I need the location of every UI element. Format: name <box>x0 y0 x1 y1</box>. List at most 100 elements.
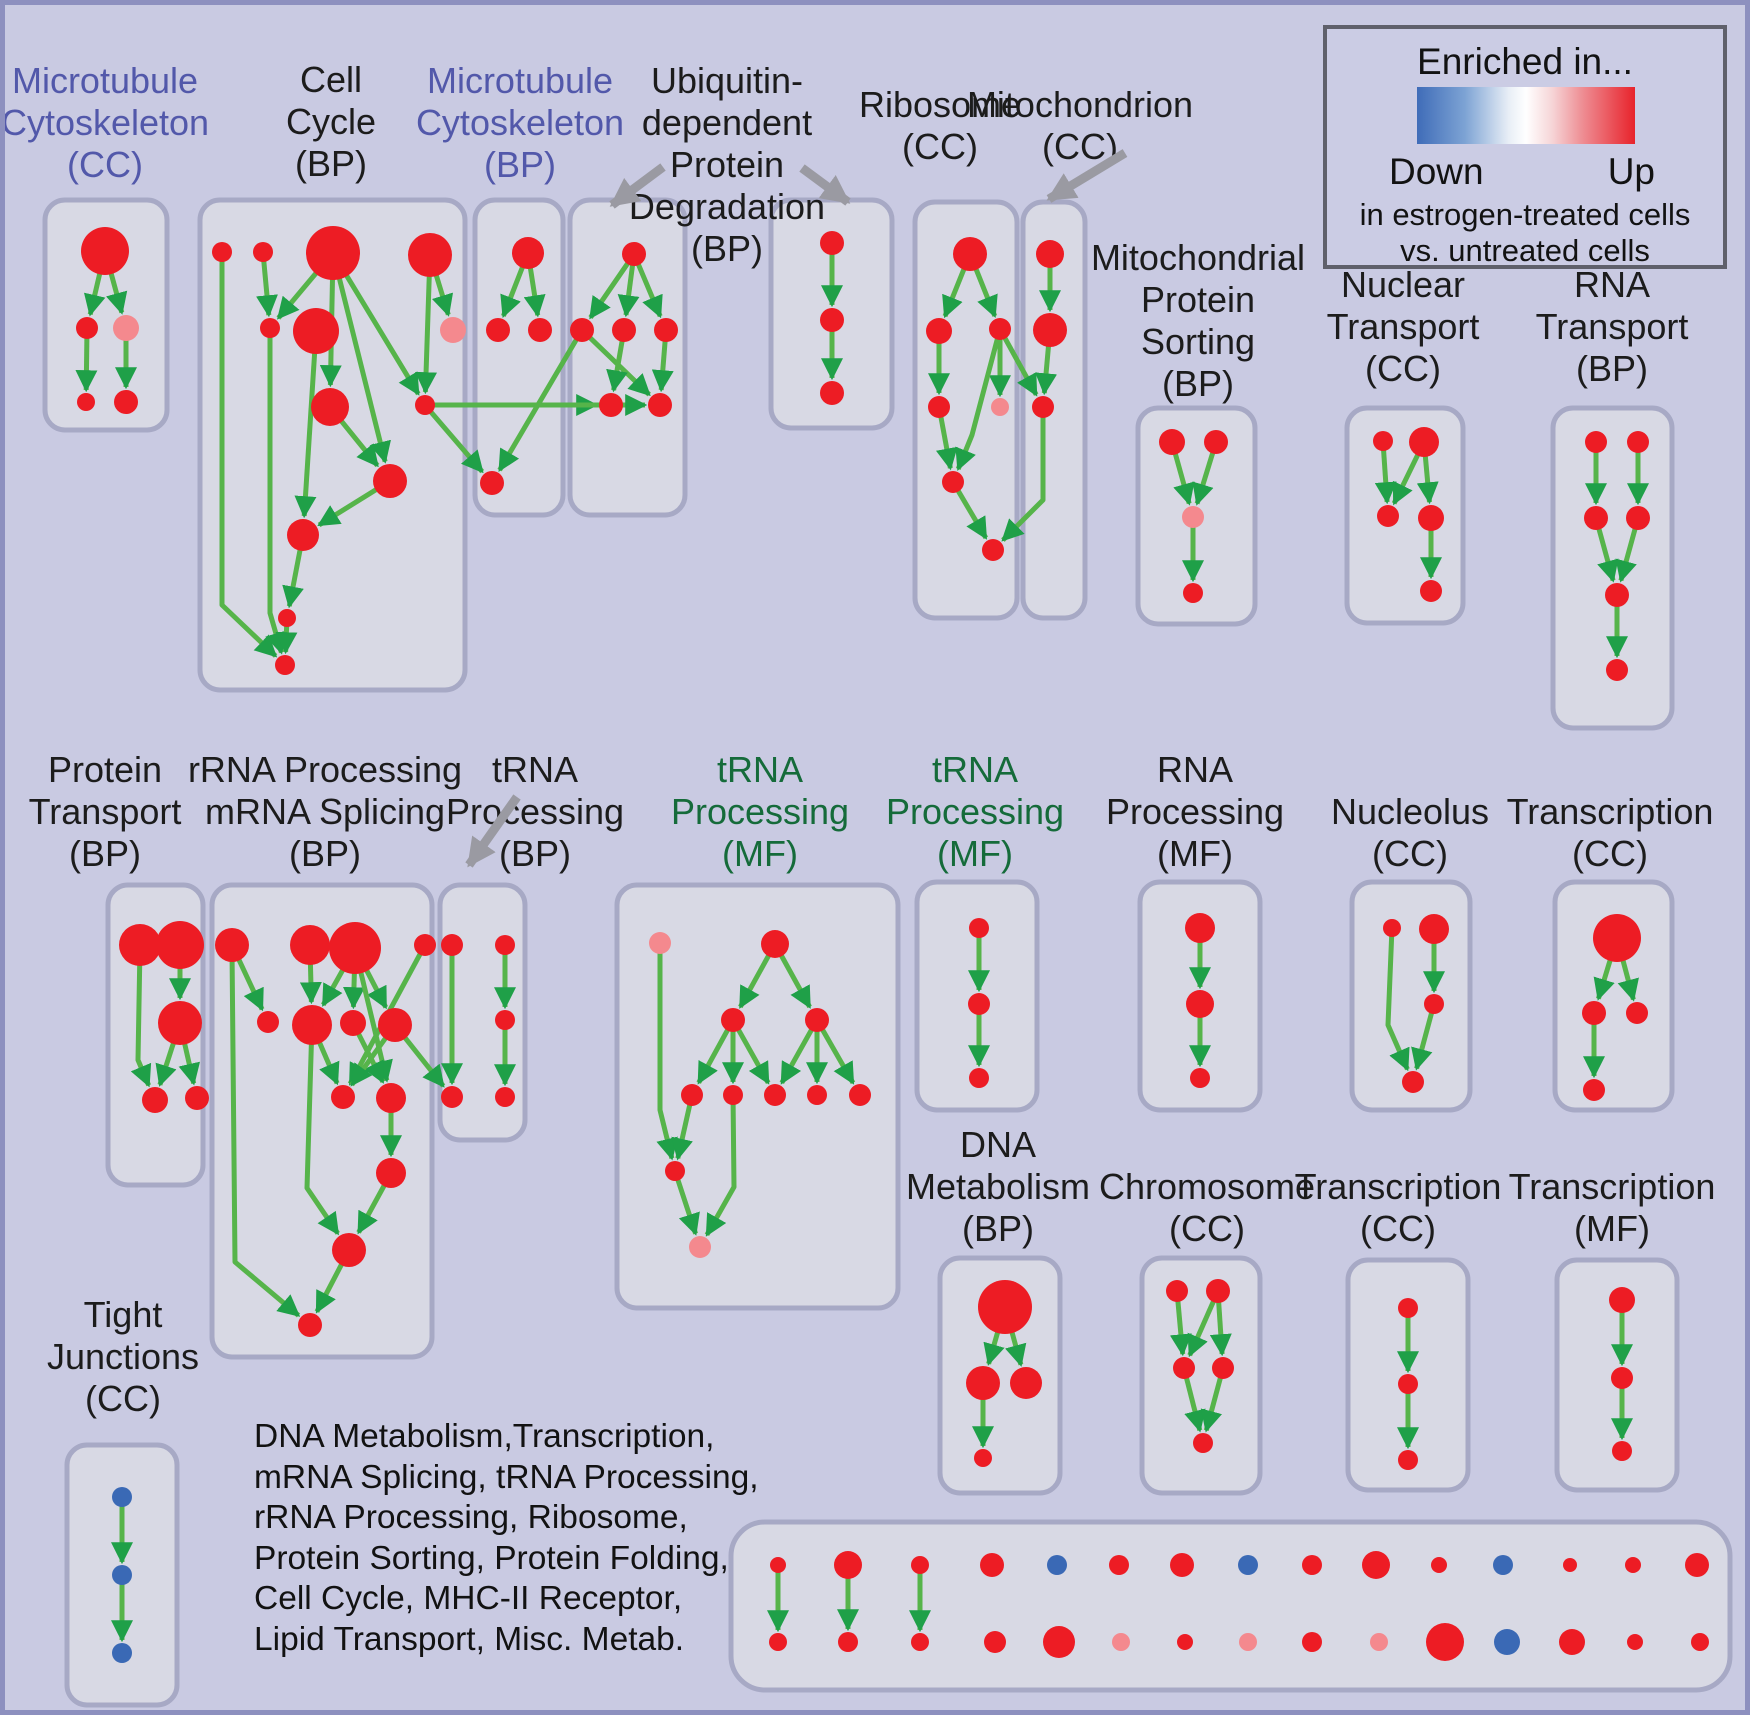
label-pointer-arrow-0 <box>609 163 666 209</box>
cell-cycle-edge <box>294 351 318 519</box>
rrna-node-9-up <box>376 1083 406 1113</box>
legend-axis-labels: Down Up <box>1389 151 1655 193</box>
rrna-edge <box>363 968 389 1010</box>
transcription-cc-bottom-node-1-up <box>1398 1374 1418 1394</box>
trna-mf-large-edge <box>735 1027 771 1085</box>
rrna-node-7-up <box>378 1008 412 1042</box>
cell-cycle-edge <box>343 273 421 396</box>
cell-cycle-node-3-up <box>408 233 452 277</box>
nuclear-transport-node-0-up <box>1373 431 1393 451</box>
dna-metabolism-edge <box>1005 1330 1027 1367</box>
ubiquitin-1-edge <box>635 262 663 319</box>
trna-mf-small-node-0-up <box>969 918 989 938</box>
network-diagram: Microtubule Cytoskeleton (CC) Cell Cycle (BP)… <box>5 59 1733 1708</box>
rna-transport-edge <box>1615 526 1638 583</box>
rna-transport-node-5-up <box>1606 659 1628 681</box>
nucleolus-node-3-up <box>1402 1071 1424 1093</box>
ribosome-node-2-up <box>989 318 1011 340</box>
protein-transport-edge <box>130 963 152 1088</box>
misc-cluster-node-29-up <box>1691 1633 1709 1651</box>
misc-cluster-node-17-up <box>911 1633 929 1651</box>
ribosome-edge <box>955 337 1001 472</box>
transcription-cc-top-node-2-up <box>1626 1002 1648 1024</box>
cell-cycle-node-0-up <box>212 242 232 262</box>
cell-cycle-node-10-up <box>287 519 319 551</box>
rrna-node-8-up <box>331 1085 355 1109</box>
rrna-edge <box>236 957 265 1012</box>
trna-mf-large-edge <box>675 1177 700 1236</box>
rrna-node-0-up <box>215 928 249 962</box>
nucleolus-node-0-up <box>1383 919 1401 937</box>
misc-cluster-node-27-up <box>1559 1629 1585 1655</box>
transcription-cc-top-node-3-up <box>1583 1079 1605 1101</box>
cell-cycle-edge <box>282 548 304 609</box>
dna-metabolism-node-0-up <box>978 1280 1032 1334</box>
trna-mf-large-node-10-slight-up <box>689 1236 711 1258</box>
ubiquitin-1-label: Ubiquitin-dependent Protein Degradation (BP… <box>629 60 825 269</box>
microtubule-cc-node-1-up <box>76 317 98 339</box>
trna-mf-small-node-2-up <box>969 1068 989 1088</box>
legend-subtitle-2: vs. untreated cells <box>1400 233 1650 268</box>
transcription-mf-node-0-up <box>1609 1287 1635 1313</box>
label-pointer-arrow-2 <box>1046 149 1128 203</box>
microtubule-bp-label: Microtubule Cytoskeleton (BP) <box>416 60 624 185</box>
ubiquitin-1-node-3-up <box>654 318 678 342</box>
label-pointer-arrow-3 <box>465 794 521 868</box>
tight-junctions-node-1-down <box>112 1565 132 1585</box>
trna-mf-small-label: tRNA Processing (MF) <box>886 749 1064 874</box>
legend-subtitle-1: in estrogen-treated cells <box>1359 197 1691 232</box>
rrna-node-2-up <box>329 922 381 974</box>
ribosome-edge <box>955 488 989 540</box>
rna-processing-mf-node-2-up <box>1190 1068 1210 1088</box>
cell-cycle-node-4-up <box>260 318 280 338</box>
chromosome-edge <box>1183 1376 1206 1433</box>
ubiquitin-1-node-2-up <box>612 318 636 342</box>
misc-cluster-node-9-up <box>1362 1551 1390 1579</box>
mito-sorting-node-2-slight-up <box>1182 506 1204 528</box>
ubiquitin-1-node-1-up <box>570 318 594 342</box>
ribosome-node-4-slight-up <box>991 398 1009 416</box>
cell-cycle-edge <box>431 273 454 317</box>
ubiquitin-2-node-1-up <box>820 308 844 332</box>
nucleolus-label: Nucleolus (CC) <box>1331 791 1489 874</box>
microtubule-cc-node-2-slight-up <box>113 315 139 341</box>
cell-cycle-edge <box>415 274 438 395</box>
trna-mf-large-node-5-up <box>723 1085 743 1105</box>
misc-cluster-node-20-slight-up <box>1112 1633 1130 1651</box>
misc-cluster-node-11-down <box>1493 1555 1513 1575</box>
ribosome-node-3-up <box>928 396 950 418</box>
layer-labels: Microtubule Cytoskeleton (CC) Cell Cycle (BP)… <box>5 59 1715 1419</box>
trna-mf-small-node-1-up <box>968 993 990 1015</box>
ubiquitin-1-node-0-up <box>622 242 646 266</box>
trna-mf-large-node-1-up <box>761 930 789 958</box>
rrna-edge <box>316 1040 340 1086</box>
misc-cluster-node-2-up <box>911 1556 929 1574</box>
microtubule-cc-edge <box>75 336 98 393</box>
chromosome-edge <box>1169 1299 1192 1357</box>
cell-cycle-node-5-up <box>293 308 339 354</box>
misc-cluster-node-3-up <box>980 1553 1004 1577</box>
mitochondrion-node-0-up <box>1036 240 1064 268</box>
chromosome-edge <box>1200 1376 1224 1433</box>
cell-cycle-edge <box>256 259 278 318</box>
rrna-node-3-up <box>414 934 436 956</box>
rrna-edge <box>299 962 322 1005</box>
trna-mf-large-node-9-up <box>665 1161 685 1181</box>
mito-sorting-node-1-up <box>1204 430 1228 454</box>
rna-transport-node-1-up <box>1627 431 1649 453</box>
ribosome-node-0-up <box>953 237 987 271</box>
mitochondrion-edge <box>1035 344 1058 396</box>
trna-mf-large-edge <box>738 953 772 1009</box>
nuclear-transport-edge <box>1391 452 1421 506</box>
nucleolus-edge <box>1411 1011 1435 1071</box>
trna-mf-large-edge <box>704 1102 737 1237</box>
trna-mf-large-edge <box>779 1027 815 1085</box>
ubiquitin-1-edge <box>606 339 628 393</box>
protein-transport-edge <box>178 1041 201 1086</box>
transcription-cc-top-edge <box>1617 958 1639 1002</box>
chromosome-node-0-up <box>1166 1280 1188 1302</box>
misc-cluster-node-28-up <box>1627 1634 1643 1650</box>
trna-bp-node-3-up <box>441 1086 463 1108</box>
trna-bp-node-4-up <box>495 1087 515 1107</box>
ribosome-node-6-up <box>982 539 1004 561</box>
